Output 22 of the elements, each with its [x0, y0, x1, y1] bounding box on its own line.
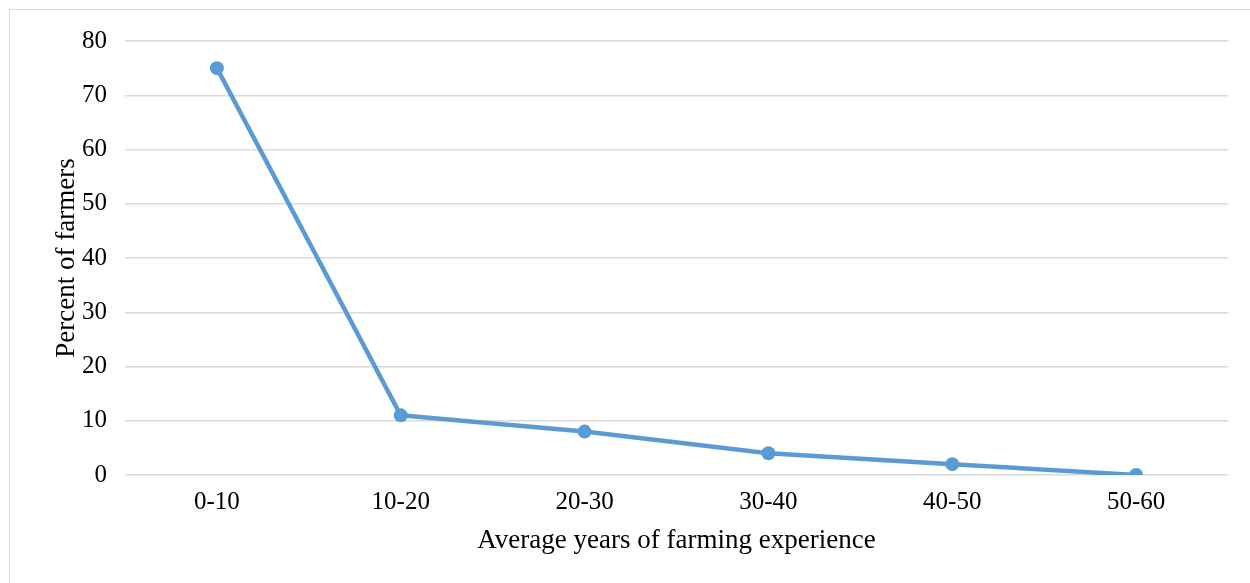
y-tick-label: 20	[82, 351, 107, 379]
x-tick-label: 10-20	[371, 486, 430, 514]
y-axis-title: Percent of farmers	[50, 158, 81, 358]
point	[761, 446, 776, 461]
y-tick-label: 0	[94, 459, 107, 487]
x-axis-title: Average years of farming experience	[477, 523, 876, 554]
x-tick-label: 20-30	[555, 486, 614, 514]
y-tick-label: 40	[82, 242, 107, 270]
point	[209, 61, 224, 76]
y-tick-label: 30	[82, 296, 107, 324]
point	[577, 424, 592, 439]
point	[393, 408, 408, 423]
x-tick-label: 40-50	[923, 486, 982, 514]
x-tick-label: 30-40	[739, 486, 798, 514]
y-tick-label: 10	[82, 405, 107, 433]
y-tick-label: 70	[82, 79, 107, 107]
y-tick-label: 50	[82, 188, 107, 216]
x-tick-label: 50-60	[1106, 486, 1166, 514]
y-tick-label: 60	[82, 134, 107, 162]
point	[945, 457, 960, 472]
y-tick-label: 80	[82, 25, 107, 53]
x-tick-label: 0-10	[194, 486, 240, 514]
